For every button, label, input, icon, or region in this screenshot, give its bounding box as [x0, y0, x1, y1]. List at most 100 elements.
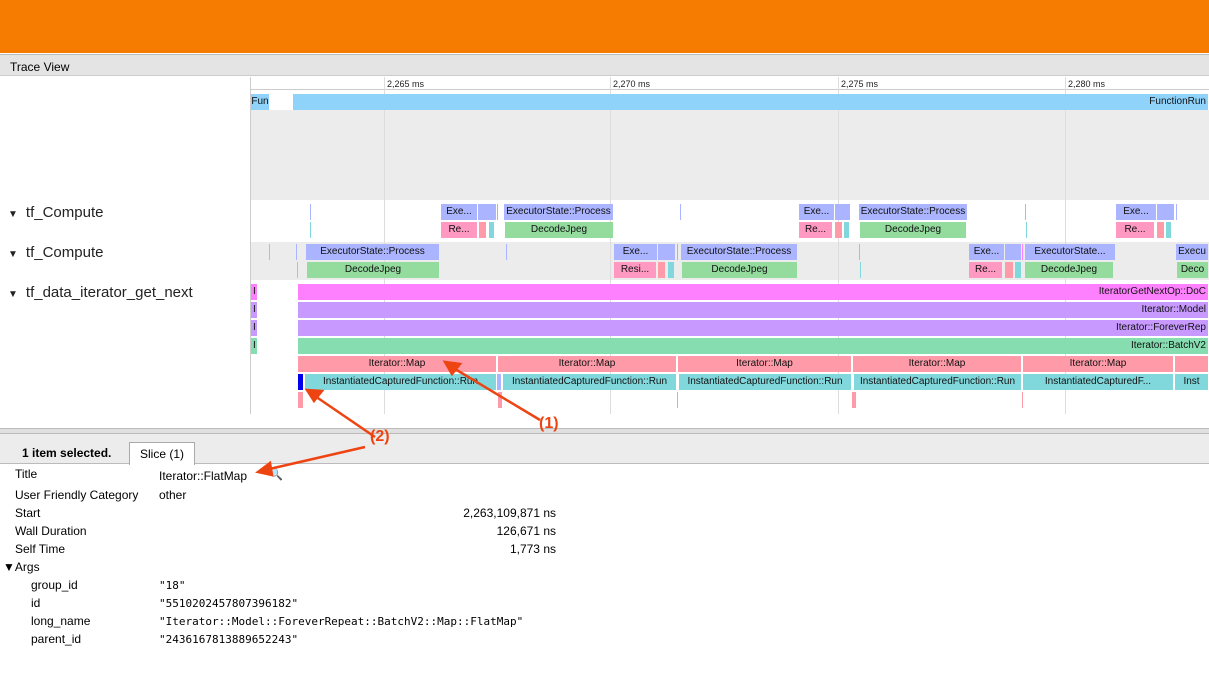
- slice[interactable]: [835, 222, 842, 238]
- slice-decode[interactable]: DecodeJpeg: [505, 222, 613, 238]
- expand-triangle-icon[interactable]: ▼: [8, 209, 18, 220]
- slice-process[interactable]: ExecutorState::Process: [681, 244, 797, 260]
- slice[interactable]: [859, 244, 860, 260]
- slice[interactable]: [489, 222, 494, 238]
- slice-fun[interactable]: Fun: [251, 94, 269, 110]
- slice[interactable]: [479, 222, 486, 238]
- slice[interactable]: [298, 392, 303, 408]
- slice-process[interactable]: ExecutorState::Process: [504, 204, 613, 220]
- app-header-bar: [0, 0, 1209, 53]
- category-value: other: [159, 488, 187, 502]
- timeline-canvas[interactable]: 2,265 ms 2,270 ms 2,275 ms 2,280 ms Fun Func…: [251, 77, 1209, 414]
- slice[interactable]: [677, 392, 678, 408]
- slice-icf[interactable]: InstantiatedCapturedFunction::Run: [305, 374, 496, 390]
- slice-map[interactable]: Iterator::Map: [678, 356, 851, 372]
- slice[interactable]: [296, 244, 297, 260]
- title-value[interactable]: Iterator::FlatMap: [159, 469, 248, 483]
- slice-decode[interactable]: DecodeJpeg: [860, 222, 966, 238]
- slice[interactable]: [844, 222, 849, 238]
- track-header-tf-compute-1[interactable]: ▼ tf_Compute: [8, 204, 103, 221]
- slice-process[interactable]: ExecutorState::Process: [306, 244, 439, 260]
- slice[interactable]: [1022, 244, 1023, 260]
- track-header-iterator[interactable]: ▼ tf_data_iterator_get_next: [8, 284, 193, 301]
- slice-exe[interactable]: Exe...: [799, 204, 834, 220]
- slice[interactable]: [852, 392, 856, 408]
- slice[interactable]: [310, 204, 311, 220]
- slice-re[interactable]: Re...: [441, 222, 477, 238]
- slice[interactable]: [658, 244, 675, 260]
- slice-icf[interactable]: InstantiatedCapturedFunction::Run: [854, 374, 1021, 390]
- slice-process[interactable]: ExecutorState::Process: [859, 204, 967, 220]
- tick-label: 2,270 ms: [613, 79, 651, 89]
- expand-triangle-icon[interactable]: ▼: [8, 289, 18, 300]
- slice[interactable]: [1157, 204, 1174, 220]
- slice[interactable]: [1015, 262, 1021, 278]
- slice-exe[interactable]: Exe...: [441, 204, 477, 220]
- slice[interactable]: [478, 204, 496, 220]
- slice[interactable]: [835, 204, 850, 220]
- slice-map[interactable]: Iterator::Map: [298, 356, 496, 372]
- slice-re[interactable]: Re...: [1116, 222, 1154, 238]
- slice-exe[interactable]: Exe...: [614, 244, 657, 260]
- tab-slice[interactable]: Slice (1): [129, 442, 196, 465]
- slice[interactable]: [677, 244, 678, 260]
- slice-function-run[interactable]: FunctionRun: [293, 94, 1208, 110]
- gridline: [838, 77, 839, 414]
- slice-re[interactable]: Re...: [969, 262, 1002, 278]
- slice[interactable]: [860, 262, 861, 278]
- slice[interactable]: [297, 262, 298, 278]
- slice-map[interactable]: Iterator::Map: [498, 356, 676, 372]
- expand-triangle-icon[interactable]: ▼: [8, 249, 18, 260]
- panel-splitter[interactable]: [0, 428, 1209, 434]
- slice[interactable]: [668, 262, 674, 278]
- slice[interactable]: [269, 244, 270, 260]
- slice-icf-short[interactable]: InstantiatedCapturedF...: [1023, 374, 1173, 390]
- slice[interactable]: [1175, 356, 1208, 372]
- slice-decode[interactable]: DecodeJpeg: [682, 262, 797, 278]
- slice[interactable]: [1026, 222, 1027, 238]
- slice-map[interactable]: Iterator::Map: [853, 356, 1021, 372]
- annotation-1: (1): [539, 415, 559, 432]
- slice-execu[interactable]: Execu: [1176, 244, 1208, 260]
- slice-deco[interactable]: Deco: [1177, 262, 1208, 278]
- slice-batch[interactable]: Iterator::BatchV2: [298, 338, 1208, 354]
- slice-decode[interactable]: DecodeJpeg: [307, 262, 439, 278]
- slice-icf[interactable]: InstantiatedCapturedFunction::Run: [679, 374, 851, 390]
- slice[interactable]: [498, 392, 502, 408]
- slice-inst[interactable]: Inst: [1175, 374, 1208, 390]
- slice[interactable]: [680, 204, 681, 220]
- slice-i[interactable]: I: [251, 302, 257, 318]
- slice[interactable]: [497, 204, 498, 220]
- slice-re[interactable]: Re...: [799, 222, 832, 238]
- slice[interactable]: [658, 262, 665, 278]
- annotation-2: (2): [370, 428, 390, 445]
- slice-forever[interactable]: Iterator::ForeverRep: [298, 320, 1208, 336]
- slice-exe[interactable]: Exe...: [969, 244, 1004, 260]
- slice-map[interactable]: Iterator::Map: [1023, 356, 1173, 372]
- slice-i[interactable]: I: [251, 338, 257, 354]
- slice[interactable]: [1025, 204, 1026, 220]
- slice-i[interactable]: I: [251, 320, 257, 336]
- slice[interactable]: [506, 244, 507, 260]
- slice-icf[interactable]: InstantiatedCapturedFunction::Run: [503, 374, 676, 390]
- slice[interactable]: [1022, 392, 1023, 408]
- slice[interactable]: [1166, 222, 1171, 238]
- slice-model[interactable]: Iterator::Model: [298, 302, 1208, 318]
- track-header-tf-compute-2[interactable]: ▼ tf_Compute: [8, 244, 103, 261]
- slice-i[interactable]: I: [251, 284, 257, 300]
- slice-exe[interactable]: Exe...: [1116, 204, 1156, 220]
- slice-decode[interactable]: DecodeJpeg: [1025, 262, 1113, 278]
- track-label: tf_data_iterator_get_next: [25, 284, 193, 301]
- slice-resi[interactable]: Resi...: [614, 262, 656, 278]
- slice[interactable]: [1005, 244, 1021, 260]
- slice-getnext[interactable]: IteratorGetNextOp::DoC: [298, 284, 1208, 300]
- arg-key: parent_id: [31, 632, 82, 646]
- slice-process-short[interactable]: ExecutorState...: [1025, 244, 1115, 260]
- slice[interactable]: [1005, 262, 1013, 278]
- slice[interactable]: [497, 374, 501, 390]
- slice[interactable]: [310, 222, 311, 238]
- args-toggle[interactable]: ▼Args: [3, 560, 40, 574]
- slice[interactable]: [1157, 222, 1164, 238]
- slice[interactable]: [1176, 204, 1177, 220]
- slice[interactable]: [298, 374, 303, 390]
